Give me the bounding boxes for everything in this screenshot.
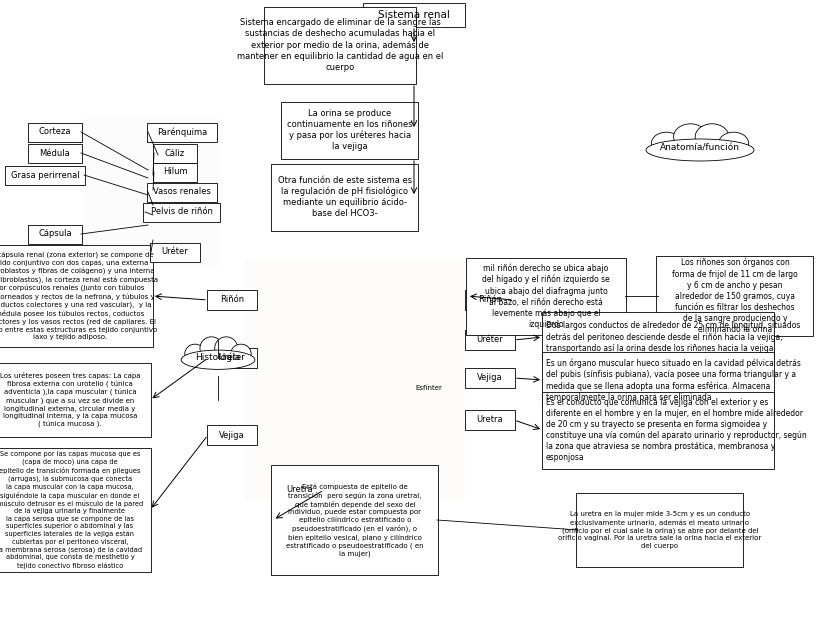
Text: Otra función de este sistema es
la regulación de pH fisiológico
mediante un equi: Otra función de este sistema es la regul… (277, 175, 412, 218)
Text: Vejiga: Vejiga (219, 431, 244, 440)
Bar (245, 260, 465, 500)
Text: Es el conducto que comunica la vejiga con el exterior y es
diferente en el hombr: Es el conducto que comunica la vejiga co… (546, 397, 806, 462)
Text: Parénquima: Parénquima (156, 127, 207, 137)
Ellipse shape (718, 132, 748, 154)
FancyBboxPatch shape (153, 163, 197, 182)
FancyBboxPatch shape (207, 290, 257, 310)
FancyBboxPatch shape (28, 225, 82, 243)
FancyBboxPatch shape (207, 348, 257, 368)
Text: Anatomía/función: Anatomía/función (659, 143, 739, 152)
Text: Sistema renal: Sistema renal (378, 10, 450, 20)
Text: Uréter: Uréter (219, 353, 245, 362)
FancyBboxPatch shape (282, 102, 418, 159)
FancyBboxPatch shape (153, 143, 197, 163)
Text: Sistema encargado de eliminar de la sangre las
sustancias de deshecho acumuladas: Sistema encargado de eliminar de la sang… (237, 19, 443, 72)
Text: Esfínter: Esfínter (415, 385, 441, 391)
FancyBboxPatch shape (5, 166, 85, 184)
Ellipse shape (645, 139, 753, 161)
FancyBboxPatch shape (0, 448, 151, 572)
Text: Cápsula: Cápsula (38, 230, 72, 239)
Text: Uréter: Uréter (476, 335, 503, 344)
Ellipse shape (230, 344, 251, 364)
FancyBboxPatch shape (465, 368, 514, 388)
Ellipse shape (695, 124, 728, 150)
FancyBboxPatch shape (575, 493, 743, 567)
FancyBboxPatch shape (143, 202, 220, 221)
FancyBboxPatch shape (0, 363, 151, 437)
Text: Está compuesta de epitelio de
transición  pero según la zona uretral,
que tambié: Está compuesta de epitelio de transición… (286, 483, 423, 557)
Text: Dos largos conductos de alrededor de 25 cm de longitud, situados
detrás del peri: Dos largos conductos de alrededor de 25 … (546, 321, 799, 353)
FancyBboxPatch shape (542, 392, 773, 468)
Text: La cápsula renal (zona exterior) se compone de
tejido conjuntivo con dos capas, : La cápsula renal (zona exterior) se comp… (0, 252, 158, 340)
Text: La orina se produce
continuamente en los riñones
y pasa por los uréteres hacia
l: La orina se produce continuamente en los… (286, 109, 412, 152)
FancyBboxPatch shape (272, 465, 438, 575)
FancyBboxPatch shape (147, 122, 217, 141)
FancyBboxPatch shape (465, 290, 514, 310)
FancyBboxPatch shape (275, 480, 325, 500)
Ellipse shape (214, 337, 238, 360)
Text: Vasos renales: Vasos renales (153, 188, 210, 196)
Text: Los riñones son órganos con
forma de frijol de 11 cm de largo
y 6 cm de ancho y : Los riñones son órganos con forma de fri… (672, 258, 797, 334)
FancyBboxPatch shape (263, 6, 416, 83)
FancyBboxPatch shape (542, 351, 773, 408)
Text: Riñón: Riñón (478, 296, 502, 305)
FancyBboxPatch shape (28, 143, 82, 163)
Text: Uretra: Uretra (286, 486, 313, 495)
Text: Vejiga: Vejiga (477, 374, 503, 383)
Text: Pelvis de riñón: Pelvis de riñón (151, 207, 213, 216)
Text: Los uréteres poseen tres capas: La capa
fibrosa externa con urotelio ( túnica
ad: Los uréteres poseen tres capas: La capa … (0, 372, 140, 428)
FancyBboxPatch shape (147, 182, 217, 202)
Text: Grasa perirrenal: Grasa perirrenal (11, 170, 79, 179)
FancyBboxPatch shape (150, 243, 200, 262)
Text: mil riñón derecho se ubica abajo
del hígado y el riñón izquierdo se
ubica abajo : mil riñón derecho se ubica abajo del híg… (482, 263, 609, 329)
Ellipse shape (181, 350, 254, 369)
FancyBboxPatch shape (542, 312, 773, 362)
Text: Hilum: Hilum (162, 168, 187, 177)
Text: Médula: Médula (40, 148, 70, 157)
Text: Cáliz: Cáliz (165, 148, 185, 157)
Ellipse shape (200, 337, 223, 360)
Text: Se compone por las capas mucosa que es
(capa de moco) una capa de
epitelio de tr: Se compone por las capas mucosa que es (… (0, 451, 143, 568)
Text: Es un órgano muscular hueco situado en la cavidad pélvica detrás
del pubis (sínf: Es un órgano muscular hueco situado en l… (546, 358, 800, 402)
Text: La uretra en la mujer mide 3-5cm y es un conducto
exclusivamente urinario, ademá: La uretra en la mujer mide 3-5cm y es un… (558, 511, 761, 548)
FancyBboxPatch shape (28, 122, 82, 141)
Ellipse shape (651, 132, 681, 154)
FancyBboxPatch shape (363, 3, 465, 27)
Text: Riñón: Riñón (219, 296, 243, 305)
FancyBboxPatch shape (465, 410, 514, 430)
FancyBboxPatch shape (465, 257, 625, 335)
Text: Corteza: Corteza (39, 127, 71, 136)
Text: Uréter: Uréter (161, 248, 188, 257)
FancyBboxPatch shape (272, 163, 418, 230)
Ellipse shape (185, 344, 205, 364)
Ellipse shape (673, 124, 706, 150)
Text: Histología: Histología (195, 353, 240, 362)
Text: Uretra: Uretra (476, 415, 503, 424)
FancyBboxPatch shape (465, 330, 514, 350)
FancyBboxPatch shape (0, 245, 153, 347)
FancyBboxPatch shape (207, 425, 257, 445)
Bar (82, 118, 222, 266)
FancyBboxPatch shape (656, 256, 812, 336)
